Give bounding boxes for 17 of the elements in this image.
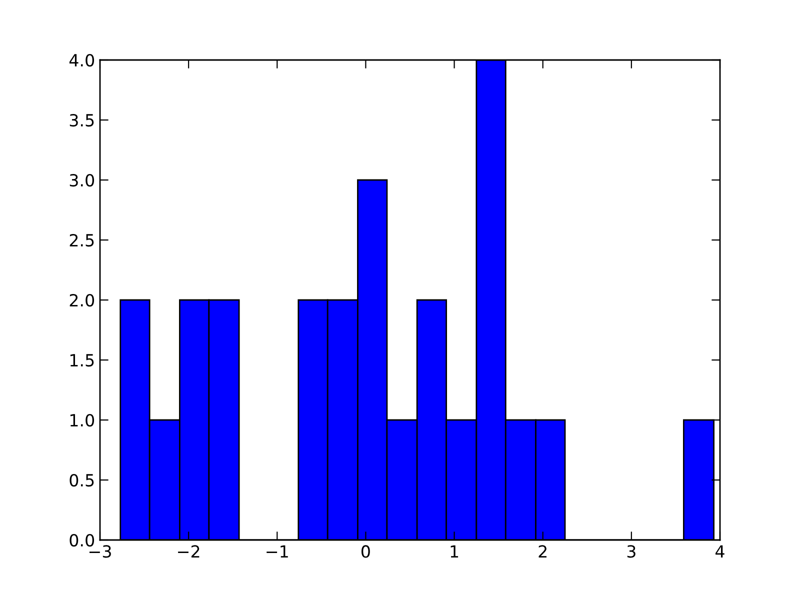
y-tick-label: 1.5 xyxy=(70,354,94,367)
x-tick-label: 1 xyxy=(450,545,458,558)
x-tick-label: 2 xyxy=(538,545,546,558)
y-tick-label: 3.5 xyxy=(70,114,94,127)
x-tick-label: −3 xyxy=(89,545,111,558)
x-tick-label: 4 xyxy=(716,545,724,558)
y-tick-label: 0.5 xyxy=(70,474,94,487)
x-tick-label: 0 xyxy=(362,545,370,558)
y-tick-label: 0.0 xyxy=(70,534,94,547)
y-tick-label: 1.0 xyxy=(70,414,94,427)
y-tick-label: 3.0 xyxy=(70,174,94,187)
x-tick-label: −2 xyxy=(178,545,200,558)
y-tick-label: 4.0 xyxy=(69,54,94,67)
y-tick-label: 2.5 xyxy=(70,234,94,247)
y-tick-label: 2.0 xyxy=(70,294,94,307)
x-tick-label: −1 xyxy=(266,545,288,558)
x-tick-label: 3 xyxy=(627,545,636,558)
